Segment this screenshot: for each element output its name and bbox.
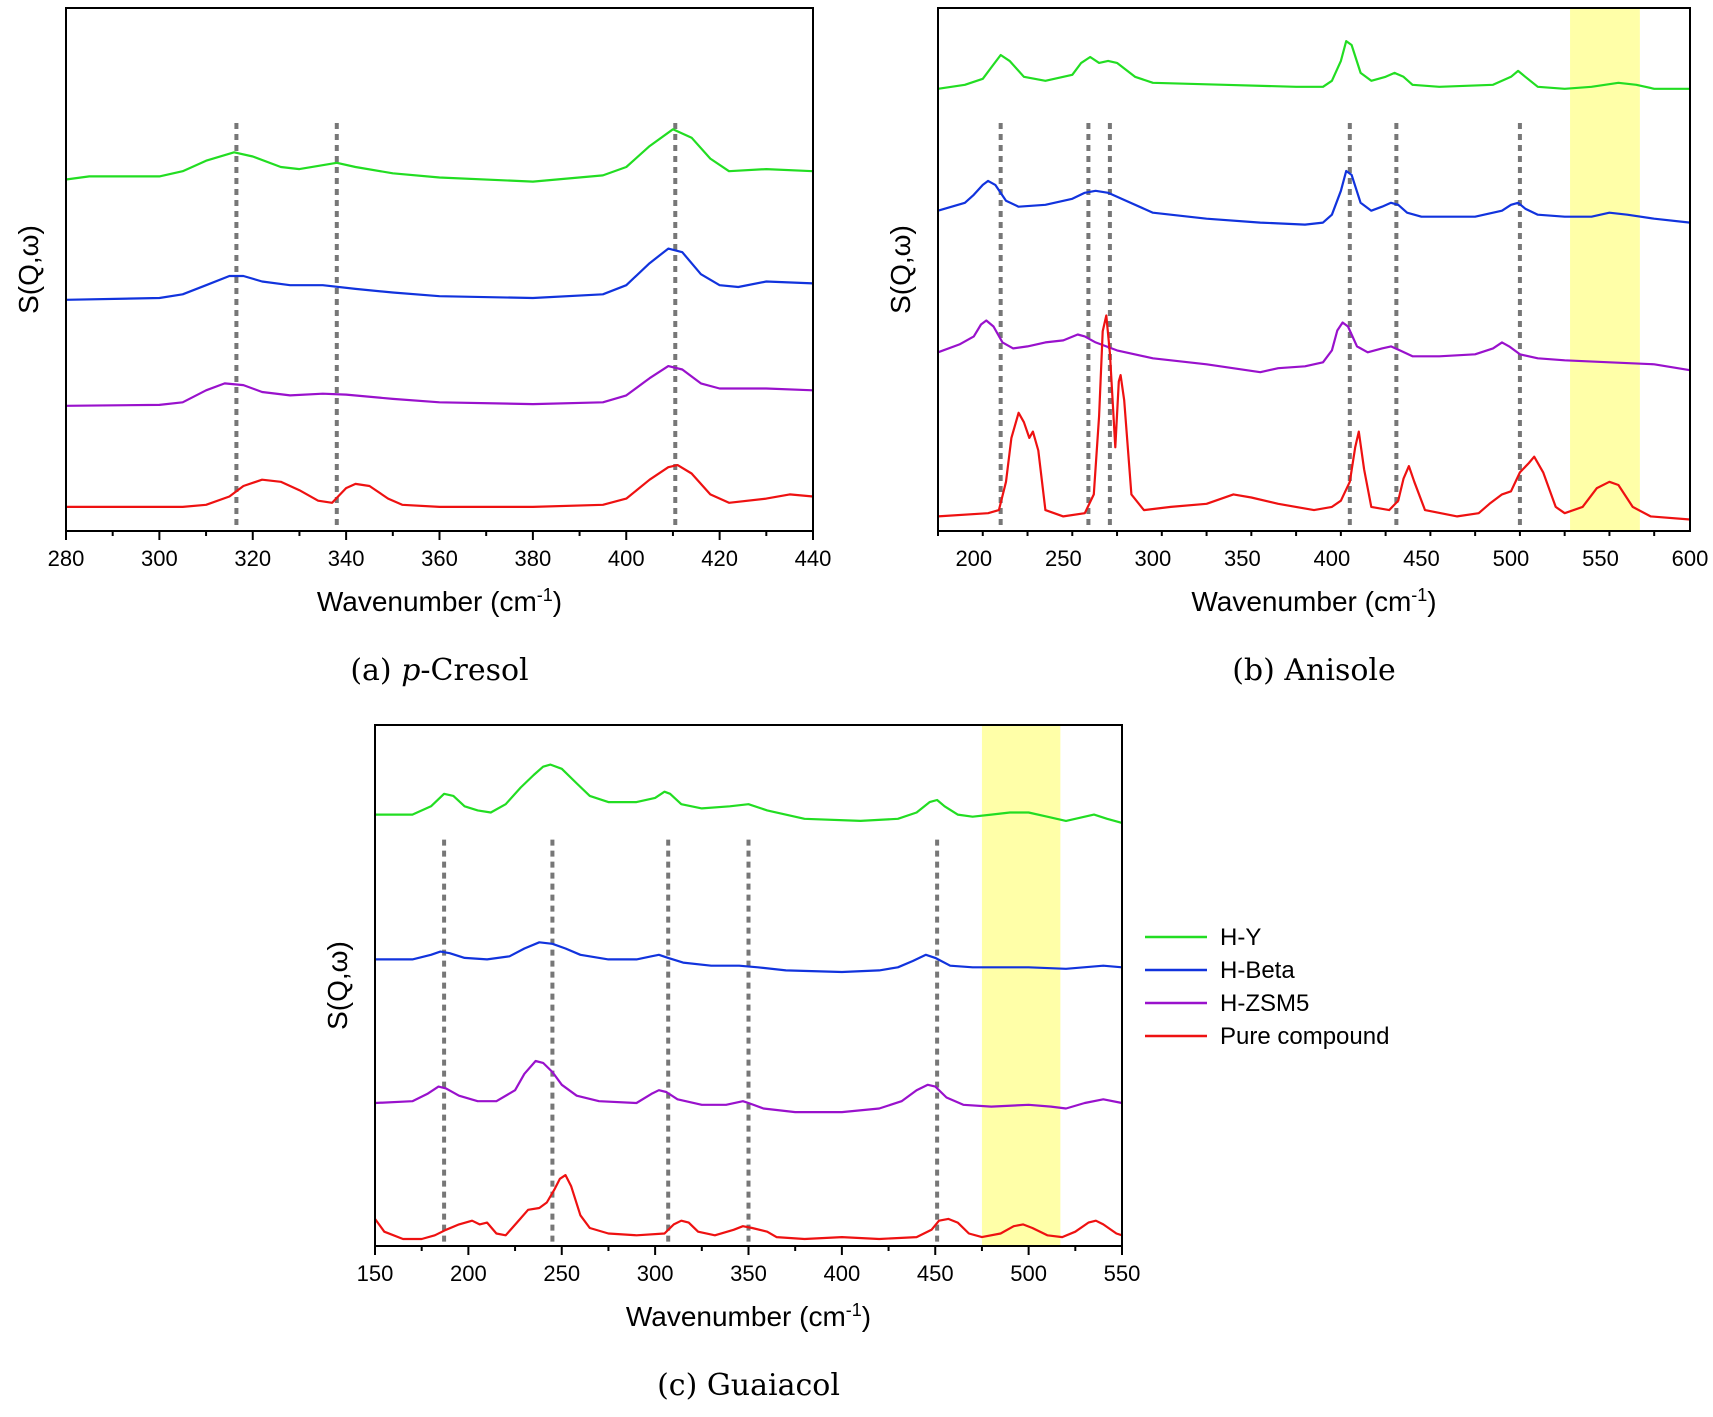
x-tick-label: 360 <box>421 546 458 571</box>
x-tick-label: 500 <box>1493 546 1530 571</box>
x-tick-label: 400 <box>824 1261 861 1286</box>
highlight-band <box>981 726 1061 1245</box>
series-line-pure-compound <box>374 1174 1123 1241</box>
x-tick-label: 320 <box>234 546 271 571</box>
series-line-h-beta <box>65 247 814 301</box>
y-axis-label: S(Q,ω) <box>885 225 916 314</box>
x-tick-label: 550 <box>1582 546 1619 571</box>
panel-a-p-cresol: 280 300 320 340 360 380 400 420 440 Wavenumber (c… <box>13 7 832 688</box>
x-tick-label: 150 <box>357 1261 394 1286</box>
x-tick-label: 300 <box>141 546 178 571</box>
x-tick-label: 400 <box>1314 546 1351 571</box>
legend: H-Y H-Beta H-ZSM5 Pure compound <box>1145 924 1389 1050</box>
legend-label: Pure compound <box>1220 1023 1389 1050</box>
x-axis-label: Wavenumber (cm-1) <box>317 585 562 617</box>
x-tick-label: 440 <box>795 546 832 571</box>
x-axis-label: Wavenumber (cm-1) <box>626 1300 871 1332</box>
x-tick-label: 250 <box>543 1261 580 1286</box>
x-tick-label: 550 <box>1104 1261 1141 1286</box>
series-line-h-y <box>375 763 1123 824</box>
x-tick-label: 400 <box>608 546 645 571</box>
series-line-h-beta <box>937 169 1691 226</box>
panel-caption: (c) Guaiacol <box>657 1368 840 1403</box>
panel-c-guaiacol: 150 200 250 300 350 400 450 500 550 Wavenumber (c… <box>322 724 1141 1403</box>
plot-frame <box>65 7 814 532</box>
x-tick-label: 450 <box>917 1261 954 1286</box>
plot-frame <box>937 7 1691 532</box>
highlight-band <box>1570 9 1640 530</box>
panel-b-anisole: 200 250 300 350 400 450 500 550 600 Wavenumber (c… <box>885 7 1709 688</box>
x-tick-label: 340 <box>328 546 365 571</box>
y-axis-label: S(Q,ω) <box>13 225 44 314</box>
series-line-h-zsm5 <box>65 365 814 407</box>
series-line-h-y <box>937 40 1690 90</box>
x-tick-label: 450 <box>1403 546 1440 571</box>
legend-label: H-ZSM5 <box>1220 990 1309 1017</box>
x-tick-label: 380 <box>515 546 552 571</box>
x-tick-label: 420 <box>701 546 738 571</box>
series-line-h-zsm5 <box>374 1059 1123 1114</box>
x-tick-label: 200 <box>450 1261 487 1286</box>
x-tick-label: 300 <box>637 1261 674 1286</box>
legend-label: H-Y <box>1220 924 1261 951</box>
x-tick-label: 350 <box>1224 546 1261 571</box>
panel-caption: (a) p-Cresol <box>350 653 528 688</box>
x-axis-label: Wavenumber (cm-1) <box>1191 585 1436 617</box>
series-line-h-zsm5 <box>937 319 1691 374</box>
x-tick-label: 250 <box>1045 546 1082 571</box>
x-tick-label: 200 <box>955 546 992 571</box>
x-tick-label: 300 <box>1134 546 1171 571</box>
x-tick-label: 350 <box>730 1261 767 1286</box>
x-tick-label: 600 <box>1672 546 1709 571</box>
series-line-pure-compound <box>937 314 1691 521</box>
x-tick-label: 280 <box>48 546 85 571</box>
series-line-h-y <box>65 128 814 183</box>
panel-caption: (b) Anisole <box>1232 653 1396 688</box>
series-line-pure-compound <box>66 464 814 508</box>
series-line-h-beta <box>375 941 1123 974</box>
x-tick-label: 500 <box>1010 1261 1047 1286</box>
y-axis-label: S(Q,ω) <box>322 941 353 1030</box>
legend-label: H-Beta <box>1220 957 1295 984</box>
